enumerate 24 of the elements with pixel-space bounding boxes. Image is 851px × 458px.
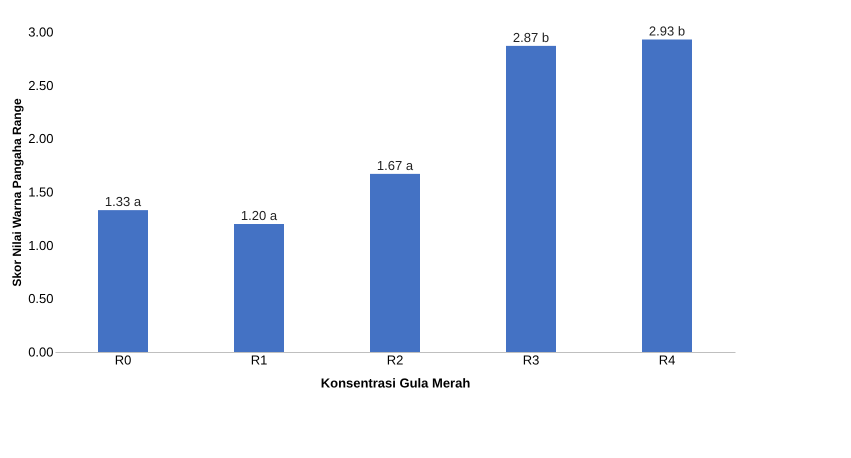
y-axis-title: Skor Nilai Warna Pangaha Range bbox=[10, 98, 24, 287]
x-tick-label: R4 bbox=[658, 352, 676, 368]
bar bbox=[506, 46, 556, 352]
y-tick-label: 2.50 bbox=[28, 78, 54, 93]
data-label: 1.67 a bbox=[376, 158, 414, 173]
x-tick-label: R2 bbox=[386, 352, 404, 368]
x-tick-label: R1 bbox=[250, 352, 268, 368]
bar bbox=[234, 224, 284, 352]
bar bbox=[370, 174, 420, 352]
x-axis-title: Konsentrasi Gula Merah bbox=[320, 376, 470, 390]
data-label: 2.87 b bbox=[512, 30, 550, 45]
bar bbox=[642, 39, 692, 352]
data-label: 1.20 a bbox=[240, 208, 278, 223]
bar bbox=[98, 210, 148, 352]
y-tick-label: 1.00 bbox=[28, 238, 54, 253]
y-tick-label: 0.50 bbox=[28, 291, 54, 306]
x-tick-label: R3 bbox=[522, 352, 540, 368]
y-tick-label: 1.50 bbox=[28, 184, 54, 200]
y-tick-label: 3.00 bbox=[28, 24, 54, 40]
x-tick-label: R0 bbox=[114, 352, 132, 368]
y-tick-label: 2.00 bbox=[28, 131, 54, 146]
data-label: 1.33 a bbox=[104, 194, 142, 210]
y-tick-label: 0.00 bbox=[28, 344, 54, 360]
data-label: 2.93 b bbox=[648, 23, 686, 38]
